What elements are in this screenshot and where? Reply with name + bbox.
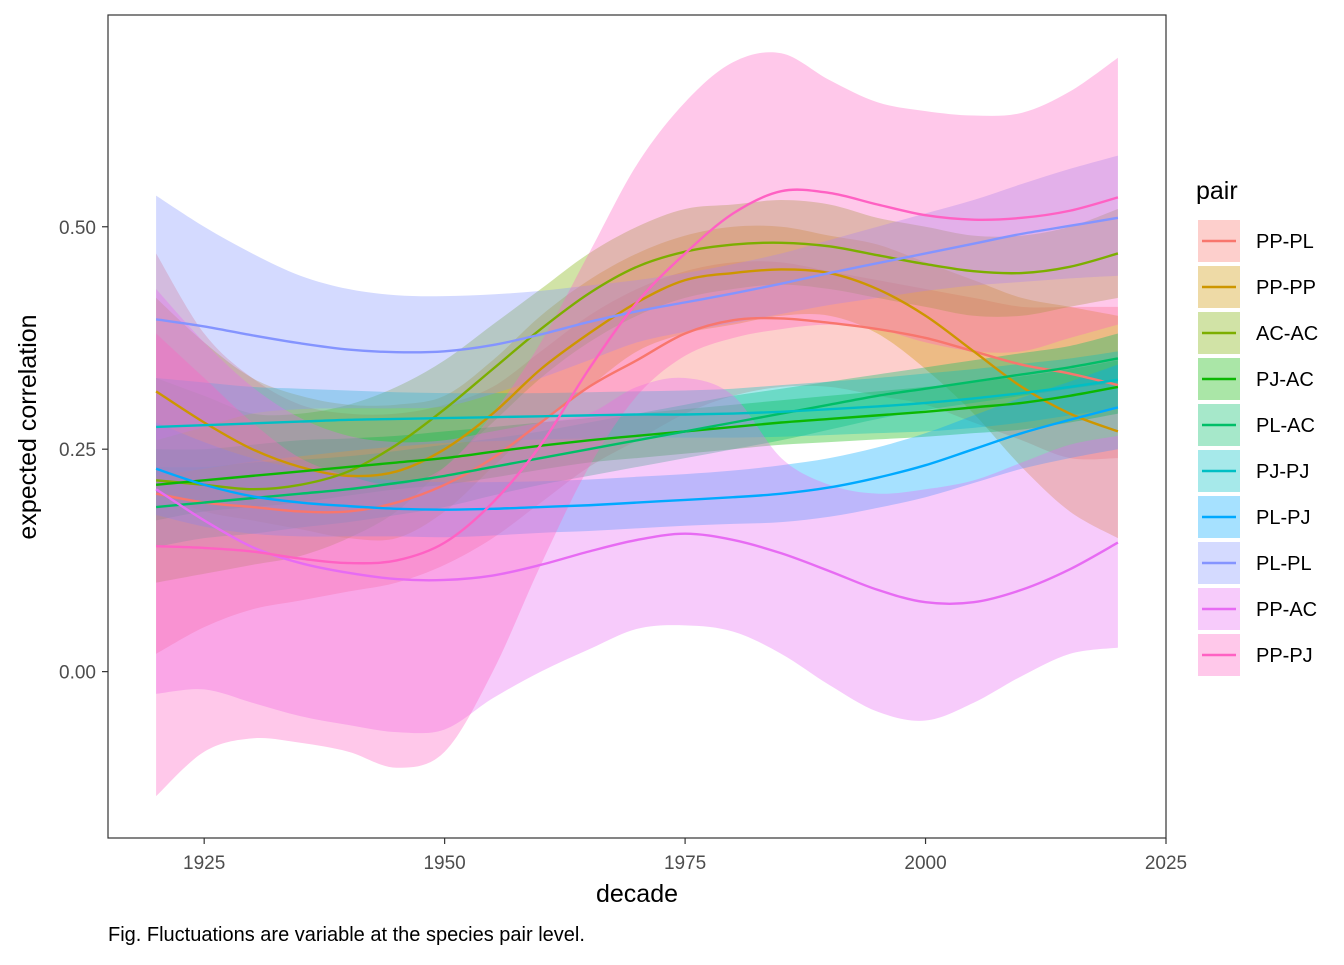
legend-label: PJ-AC [1256,369,1314,391]
legend-item-pp-pl: PP-PL [1198,220,1314,262]
legend-label: PP-PL [1256,231,1314,253]
legend-label: PL-PJ [1256,507,1310,529]
legend-item-pj-pj: PJ-PJ [1198,450,1309,492]
y-tick-label: 0.50 [59,218,96,239]
legend-label: PP-PP [1256,277,1316,299]
band-pl-pj [156,364,1118,538]
legend-label: PP-AC [1256,599,1317,621]
legend-label: PP-PJ [1256,645,1313,667]
plot-panel-border [107,14,1167,839]
legend-item-pj-ac: PJ-AC [1198,358,1314,400]
legend-label: PL-AC [1256,415,1315,437]
legend-item-pl-pj: PL-PJ [1198,496,1310,538]
line-pl-pj [155,406,1119,511]
legend-item-pp-pp: PP-PP [1198,266,1316,308]
y-axis: 0.00 0.25 0.50 [59,218,108,684]
legend-item-pp-ac: PP-AC [1198,588,1317,630]
line-pp-ac [155,488,1119,605]
line-pl-ac [155,357,1119,509]
legend-label: AC-AC [1256,323,1318,345]
band-pl-pl [156,155,1118,441]
band-pp-ac [156,289,1118,734]
series-lines [155,188,1119,605]
y-axis-title: expected correlation [14,314,42,539]
x-axis-title: decade [596,880,678,908]
band-pp-pl [156,253,1118,654]
y-tick-label: 0.00 [59,663,96,684]
line-pp-pl [155,316,1119,514]
line-pp-pj [156,188,1119,565]
band-ac-ac [156,200,1118,583]
x-axis: 1925 1950 1975 2000 2025 [183,838,1187,874]
legend-item-pl-ac: PL-AC [1198,404,1315,446]
y-tick-label: 0.25 [59,440,96,461]
legend-item-pl-pl: PL-PL [1198,542,1312,584]
line-pj-pj [156,378,1119,429]
figure-caption: Fig. Fluctuations are variable at the sp… [108,924,585,946]
legend-label: PL-PL [1256,553,1312,575]
legend: pair PP-PL PP-PP AC-AC PJ-AC PL-AC PJ-PJ PL-PJ… [1196,177,1318,676]
x-tick-label: 1975 [664,853,706,874]
x-tick-label: 2000 [904,853,946,874]
legend-item-pp-pj: PP-PJ [1198,634,1313,676]
line-pj-ac [155,385,1119,486]
x-tick-label: 1925 [183,853,225,874]
legend-item-ac-ac: AC-AC [1198,312,1318,354]
x-tick-label: 2025 [1145,853,1187,874]
band-pp-pj [156,52,1118,797]
x-tick-label: 1950 [423,853,465,874]
legend-title: pair [1196,177,1238,205]
line-ac-ac [155,241,1119,491]
legend-label: PJ-PJ [1256,461,1309,483]
line-pl-pl [155,216,1119,354]
